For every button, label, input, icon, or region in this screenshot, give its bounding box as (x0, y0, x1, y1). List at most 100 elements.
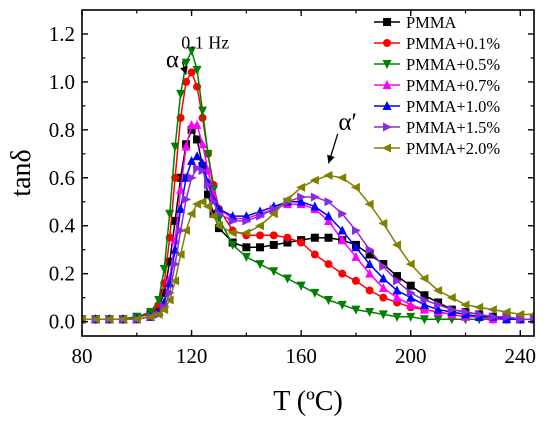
data-point (365, 268, 375, 278)
x-tick-label: 240 (505, 344, 537, 368)
data-point (393, 272, 402, 281)
data-point (460, 300, 470, 310)
data-point (392, 292, 402, 302)
data-point (406, 312, 416, 322)
data-point (154, 296, 164, 306)
legend-marker (382, 80, 392, 89)
data-point (255, 260, 265, 270)
data-point (405, 259, 415, 269)
x-tick-label: 120 (176, 344, 208, 368)
series-line (82, 128, 534, 320)
data-point (175, 250, 185, 259)
legend-entry: PMMA+0.5% (406, 55, 500, 74)
data-point (365, 250, 374, 259)
data-point (213, 221, 223, 231)
y-tick-label: 1.2 (49, 22, 75, 46)
data-point (324, 215, 334, 225)
plot-frame (81, 9, 535, 337)
data-point (198, 106, 208, 116)
data-point (337, 225, 347, 235)
data-point (181, 141, 191, 151)
data-point (203, 202, 213, 212)
data-point (204, 180, 214, 190)
data-point (256, 243, 265, 252)
data-point (433, 315, 443, 325)
data-point (324, 260, 333, 269)
legend-marker (382, 101, 392, 110)
data-point (256, 211, 266, 221)
data-point (378, 310, 388, 320)
data-point (393, 276, 403, 286)
data-point (198, 113, 207, 122)
data-point (461, 307, 471, 317)
data-point (269, 267, 279, 277)
data-point (324, 197, 334, 207)
data-point (324, 296, 334, 306)
series-line (82, 167, 534, 320)
data-point (176, 184, 186, 194)
data-point (165, 209, 175, 219)
data-point (269, 204, 279, 214)
data-point (309, 175, 319, 185)
data-point (475, 309, 485, 319)
annotation-freq: 0.1 Hz (181, 32, 229, 52)
data-point (227, 228, 237, 238)
data-point (419, 299, 429, 309)
data-point (282, 194, 292, 204)
y-tick-label: 0.8 (49, 118, 75, 142)
series-5 (82, 163, 534, 324)
x-tick-label: 200 (395, 344, 427, 368)
data-point (228, 240, 238, 250)
data-point (351, 305, 361, 315)
data-point (268, 209, 278, 219)
data-point (447, 305, 457, 315)
data-point (192, 151, 202, 161)
data-point (365, 308, 375, 318)
y-axis-label: tanδ (6, 149, 37, 196)
data-point (337, 173, 347, 183)
data-point (487, 305, 497, 315)
data-point (193, 135, 202, 144)
data-point (378, 283, 388, 293)
legend-entry: PMMA (406, 13, 457, 32)
data-point (351, 251, 361, 261)
data-point (365, 245, 375, 255)
legend-marker (383, 39, 391, 47)
data-point (406, 288, 416, 298)
data-point (182, 77, 191, 86)
data-point (176, 203, 186, 213)
data-point (351, 242, 361, 252)
data-point (242, 243, 251, 252)
data-point (350, 182, 360, 192)
data-point (198, 139, 208, 149)
data-point (529, 311, 534, 317)
data-point (118, 314, 128, 324)
data-point (433, 285, 443, 295)
data-point (170, 142, 180, 152)
data-point (351, 226, 361, 236)
data-point (338, 269, 347, 278)
data-point (406, 292, 416, 302)
data-point (446, 293, 456, 303)
data-point (104, 314, 114, 324)
data-point (170, 235, 180, 245)
legend-entry: PMMA+0.1% (406, 34, 500, 53)
data-point (406, 299, 416, 309)
data-point (187, 156, 197, 166)
data-point (419, 315, 429, 325)
data-point (337, 300, 347, 310)
data-point (269, 240, 278, 249)
data-point (187, 173, 197, 183)
annotation-alpha: α (166, 47, 179, 74)
data-point (228, 216, 238, 226)
y-tick-label: 0.4 (49, 214, 76, 238)
data-point (165, 288, 175, 298)
data-point (379, 261, 389, 271)
data-point (131, 314, 141, 324)
data-point (474, 302, 484, 312)
data-point (433, 304, 443, 314)
series-layer (82, 46, 534, 325)
data-point (392, 240, 402, 250)
data-point (310, 201, 320, 211)
data-point (198, 166, 208, 176)
